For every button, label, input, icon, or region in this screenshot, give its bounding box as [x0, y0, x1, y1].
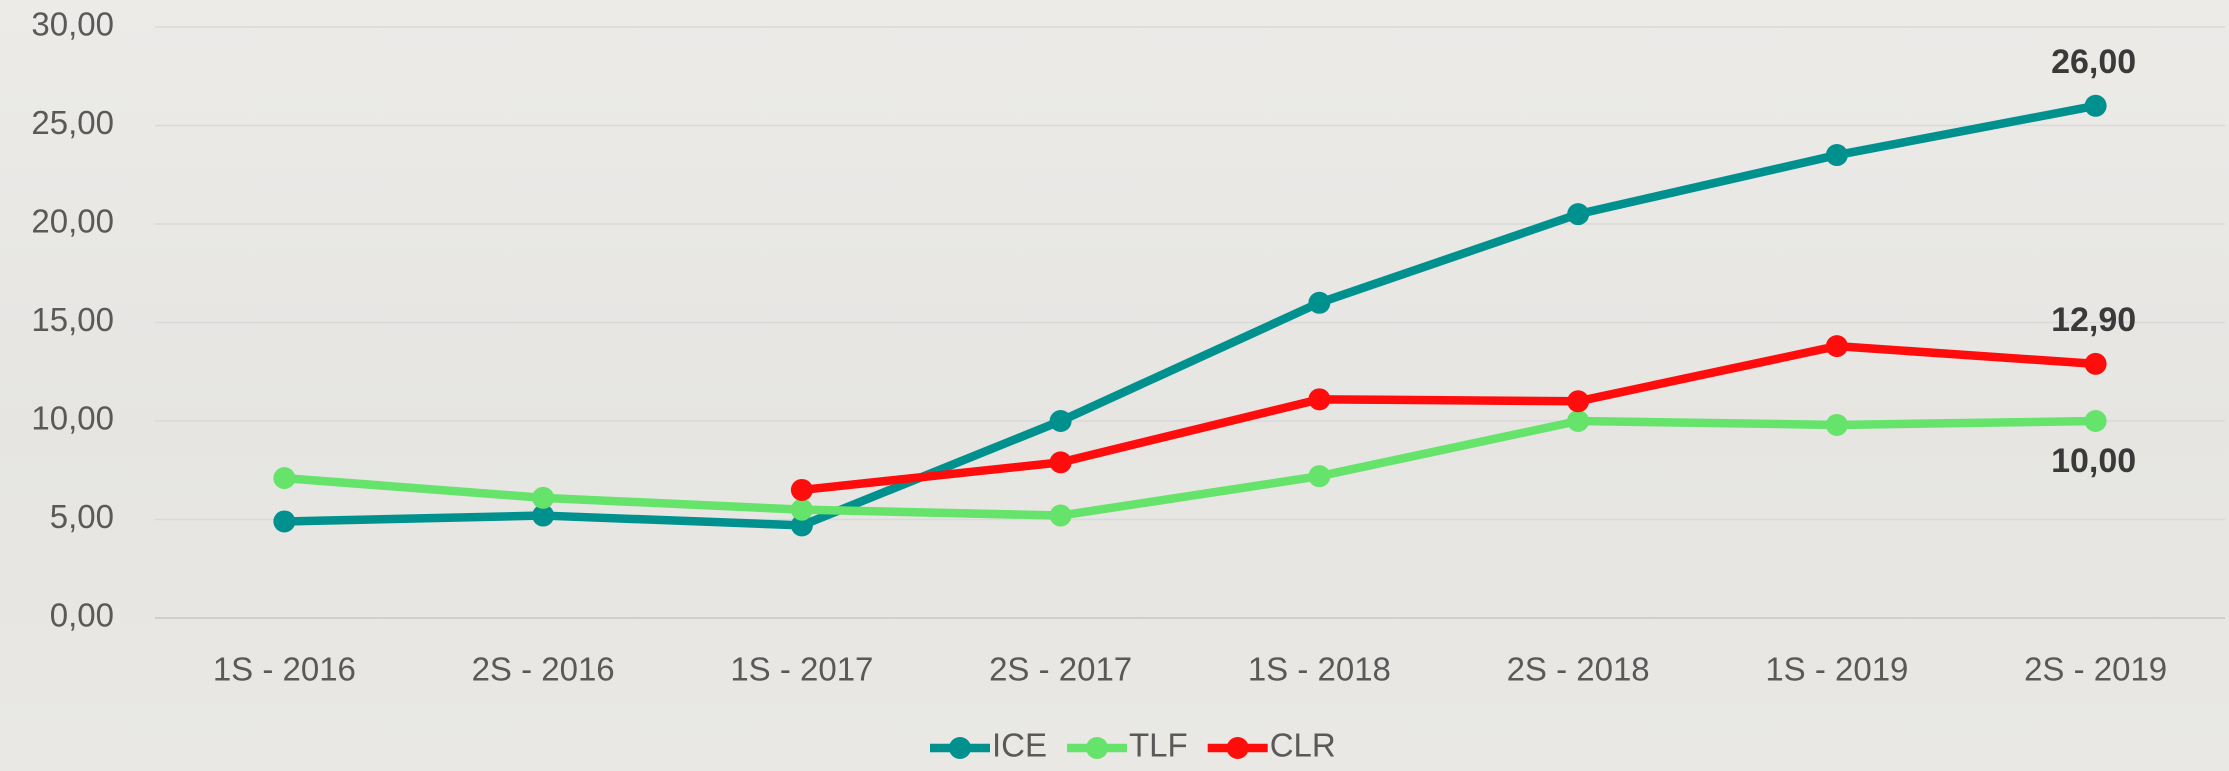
legend-marker: [1226, 737, 1249, 759]
point: [790, 498, 813, 521]
point: [532, 504, 555, 527]
x-tick-label: 1S - 2017: [730, 651, 873, 688]
y-tick-label: 30,00: [31, 6, 114, 43]
point: [532, 486, 555, 509]
y-tick-label: 10,00: [31, 400, 114, 437]
series-line: [801, 341, 2096, 495]
point: [1049, 410, 1072, 432]
legend-marker: [949, 737, 971, 759]
y-tick-label: 0,00: [50, 597, 114, 634]
y-tick-label: 20,00: [31, 203, 114, 240]
legend-marker: [1086, 737, 1109, 759]
legend-label: ICE: [992, 727, 1047, 764]
x-tick-label: 2S - 2018: [1507, 651, 1650, 688]
value-label: 12,90: [2051, 301, 2136, 339]
x-tick-label: 2S - 2019: [2024, 651, 2167, 688]
point: [1049, 451, 1072, 474]
series-line: [284, 416, 2096, 520]
value-label: 26,00: [2051, 43, 2136, 81]
point: [1308, 465, 1331, 488]
point: [2084, 352, 2107, 375]
point: [2084, 410, 2107, 432]
x-tick-label: 1S - 2018: [1248, 651, 1391, 688]
point: [273, 467, 296, 490]
x-tick-label: 1S - 2016: [213, 651, 356, 688]
y-tick-label: 25,00: [31, 104, 114, 141]
point: [1308, 291, 1331, 314]
y-tick-label: 15,00: [31, 301, 114, 338]
point: [1567, 410, 1590, 432]
value-label: 10,00: [2051, 442, 2136, 480]
point: [1825, 413, 1848, 436]
point: [2084, 94, 2107, 117]
point: [1567, 390, 1590, 413]
x-tick-label: 2S - 2017: [989, 651, 1132, 688]
point: [790, 478, 813, 501]
legend-label: TLF: [1129, 727, 1188, 764]
point: [1825, 144, 1848, 167]
series-line: [284, 101, 2097, 530]
point: [273, 510, 296, 533]
legend-label: CLR: [1270, 727, 1336, 764]
point: [1049, 504, 1072, 527]
x-tick-label: 1S - 2019: [1765, 651, 1908, 688]
x-tick-label: 2S - 2016: [472, 651, 615, 688]
point: [1825, 335, 1848, 358]
y-tick-label: 5,00: [50, 498, 114, 535]
point: [1567, 203, 1590, 226]
point: [790, 514, 813, 537]
point: [1308, 388, 1331, 411]
